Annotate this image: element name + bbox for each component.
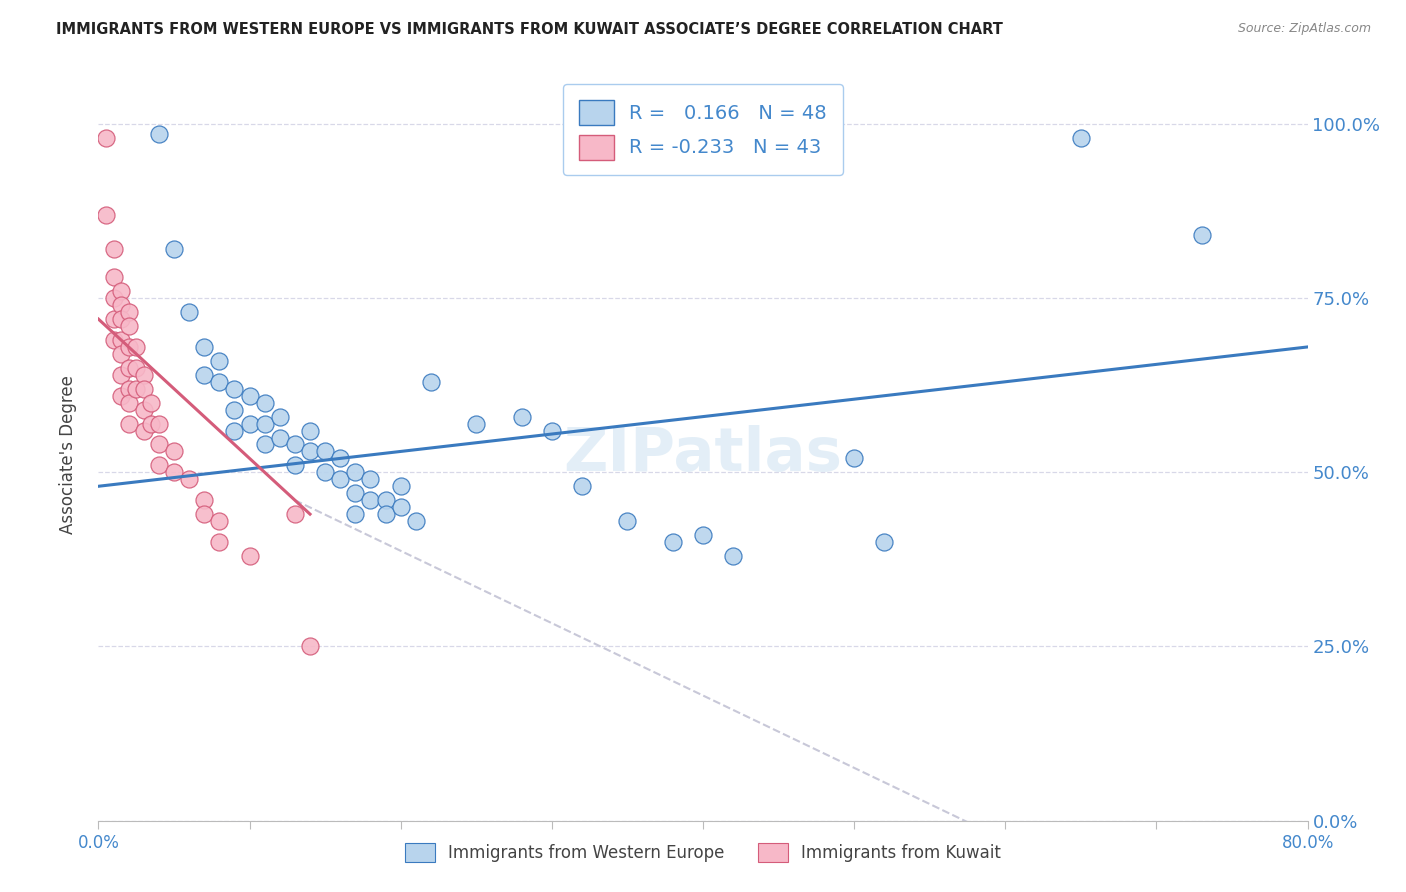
Point (118, 319, 141, 334)
Point (284, 507, 307, 521)
Point (329, 472, 352, 486)
Point (299, 640, 322, 654)
Point (1070, 131, 1092, 145)
Point (360, 472, 382, 486)
Point (208, 354, 231, 368)
Point (148, 458, 170, 473)
Point (692, 528, 714, 542)
Point (103, 270, 125, 285)
Point (405, 514, 427, 528)
Point (239, 549, 262, 563)
Point (253, 417, 276, 431)
Point (208, 375, 231, 389)
Point (374, 493, 396, 508)
Point (193, 340, 215, 354)
Point (344, 507, 367, 521)
Point (208, 535, 231, 549)
Point (110, 347, 132, 361)
Point (253, 437, 276, 451)
Point (118, 395, 141, 409)
Point (179, 305, 201, 319)
Point (132, 368, 155, 382)
Point (299, 424, 322, 438)
Point (103, 333, 125, 347)
Point (510, 409, 533, 424)
Point (661, 535, 683, 549)
Point (239, 389, 262, 403)
Point (110, 368, 132, 382)
Point (103, 291, 125, 305)
Point (94, 208, 117, 222)
Point (103, 243, 125, 257)
Point (118, 305, 141, 319)
Point (148, 437, 170, 451)
Y-axis label: Associate's Degree: Associate's Degree (59, 376, 77, 534)
Point (125, 360, 148, 375)
Point (299, 444, 322, 458)
Point (360, 493, 382, 508)
Point (314, 444, 336, 458)
Point (132, 402, 155, 417)
Point (118, 382, 141, 396)
Text: Source: ZipAtlas.com: Source: ZipAtlas.com (1237, 22, 1371, 36)
Point (193, 493, 215, 508)
Point (224, 424, 246, 438)
Point (110, 333, 132, 347)
Point (344, 466, 367, 480)
Point (110, 284, 132, 298)
Point (193, 368, 215, 382)
Point (141, 395, 163, 409)
Point (118, 360, 141, 375)
Point (374, 507, 396, 521)
Point (132, 382, 155, 396)
Point (163, 444, 186, 458)
Point (118, 340, 141, 354)
Point (571, 479, 593, 493)
Point (148, 128, 170, 142)
Point (723, 549, 745, 563)
Point (269, 430, 291, 444)
Point (163, 243, 186, 257)
Point (389, 479, 412, 493)
Legend: Immigrants from Western Europe, Immigrants from Kuwait: Immigrants from Western Europe, Immigran… (396, 835, 1010, 871)
Point (163, 466, 186, 480)
Point (179, 472, 201, 486)
Point (284, 458, 307, 473)
Point (344, 486, 367, 500)
Point (193, 507, 215, 521)
Point (253, 395, 276, 409)
Point (125, 382, 148, 396)
Point (118, 417, 141, 431)
Point (208, 514, 231, 528)
Point (224, 382, 246, 396)
Point (110, 389, 132, 403)
Point (269, 409, 291, 424)
Point (873, 535, 896, 549)
Point (389, 500, 412, 515)
Point (103, 312, 125, 326)
Point (110, 312, 132, 326)
Point (844, 451, 866, 466)
Point (329, 451, 352, 466)
Point (616, 514, 638, 528)
Point (239, 417, 262, 431)
Point (1191, 228, 1213, 243)
Point (110, 298, 132, 312)
Point (284, 437, 307, 451)
Point (125, 340, 148, 354)
Point (132, 424, 155, 438)
Text: IMMIGRANTS FROM WESTERN EUROPE VS IMMIGRANTS FROM KUWAIT ASSOCIATE’S DEGREE CORR: IMMIGRANTS FROM WESTERN EUROPE VS IMMIGR… (56, 22, 1002, 37)
Point (465, 417, 488, 431)
Point (148, 417, 170, 431)
Point (141, 417, 163, 431)
Point (94, 131, 117, 145)
Point (314, 466, 336, 480)
Point (540, 424, 562, 438)
Point (224, 402, 246, 417)
Text: ZIPatlas: ZIPatlas (564, 425, 842, 484)
Point (420, 375, 443, 389)
